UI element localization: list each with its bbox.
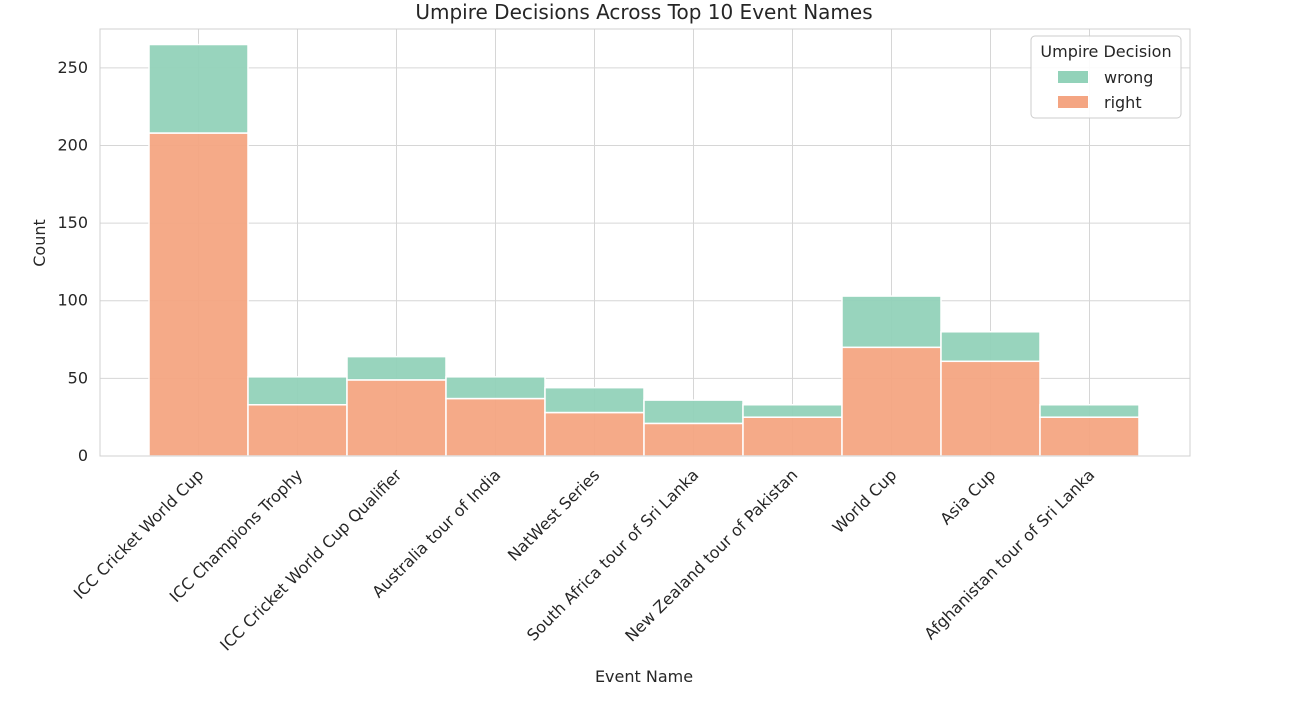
bar-wrong: [445, 376, 546, 400]
y-tick-label: 0: [78, 446, 88, 465]
bar-right: [544, 411, 645, 457]
y-axis-label: Count: [30, 219, 49, 267]
x-tick-label: New Zealand tour of Pakistan: [621, 465, 801, 645]
bar-right: [346, 379, 447, 457]
bar-right: [148, 132, 249, 457]
x-tick-label: Afghanistan tour of Sri Lanka: [920, 465, 1098, 643]
bar-wrong: [148, 43, 249, 134]
x-tick-label: South Africa tour of Sri Lanka: [523, 465, 702, 644]
bar-wrong: [544, 386, 645, 414]
legend-swatch-wrong: [1058, 71, 1088, 83]
chart-title: Umpire Decisions Across Top 10 Event Nam…: [415, 0, 872, 24]
bar-right: [247, 404, 348, 457]
y-tick-label: 50: [68, 368, 88, 387]
bar-wrong: [742, 404, 843, 418]
bar-right: [643, 422, 744, 457]
x-tick-label: ICC Cricket World Cup Qualifier: [216, 465, 405, 654]
legend-swatch-right: [1058, 96, 1088, 108]
x-axis-label: Event Name: [595, 667, 693, 686]
bar-right: [1039, 416, 1140, 457]
y-tick-label: 250: [57, 58, 88, 77]
legend: Umpire Decision wrong right: [1030, 35, 1182, 119]
bar-wrong: [841, 295, 942, 349]
bar-right: [445, 397, 546, 457]
bar-wrong: [247, 376, 348, 406]
bar-wrong: [1039, 404, 1140, 418]
legend-label-right: right: [1104, 93, 1142, 112]
x-tick-label: World Cup: [829, 465, 901, 537]
x-tick-label: Asia Cup: [936, 465, 999, 528]
bar-right: [841, 346, 942, 457]
plot-frame: [99, 28, 1191, 457]
legend-title: Umpire Decision: [1040, 42, 1171, 61]
bar-wrong: [940, 331, 1041, 363]
bar-right: [940, 360, 1041, 457]
legend-label-wrong: wrong: [1104, 68, 1153, 87]
y-tick-label: 100: [57, 291, 88, 310]
bar-wrong: [346, 355, 447, 381]
bar-wrong: [643, 399, 744, 425]
x-tick-label: NatWest Series: [504, 465, 603, 564]
y-tick-label: 150: [57, 213, 88, 232]
bar-right: [742, 416, 843, 457]
y-tick-label: 200: [57, 135, 88, 154]
